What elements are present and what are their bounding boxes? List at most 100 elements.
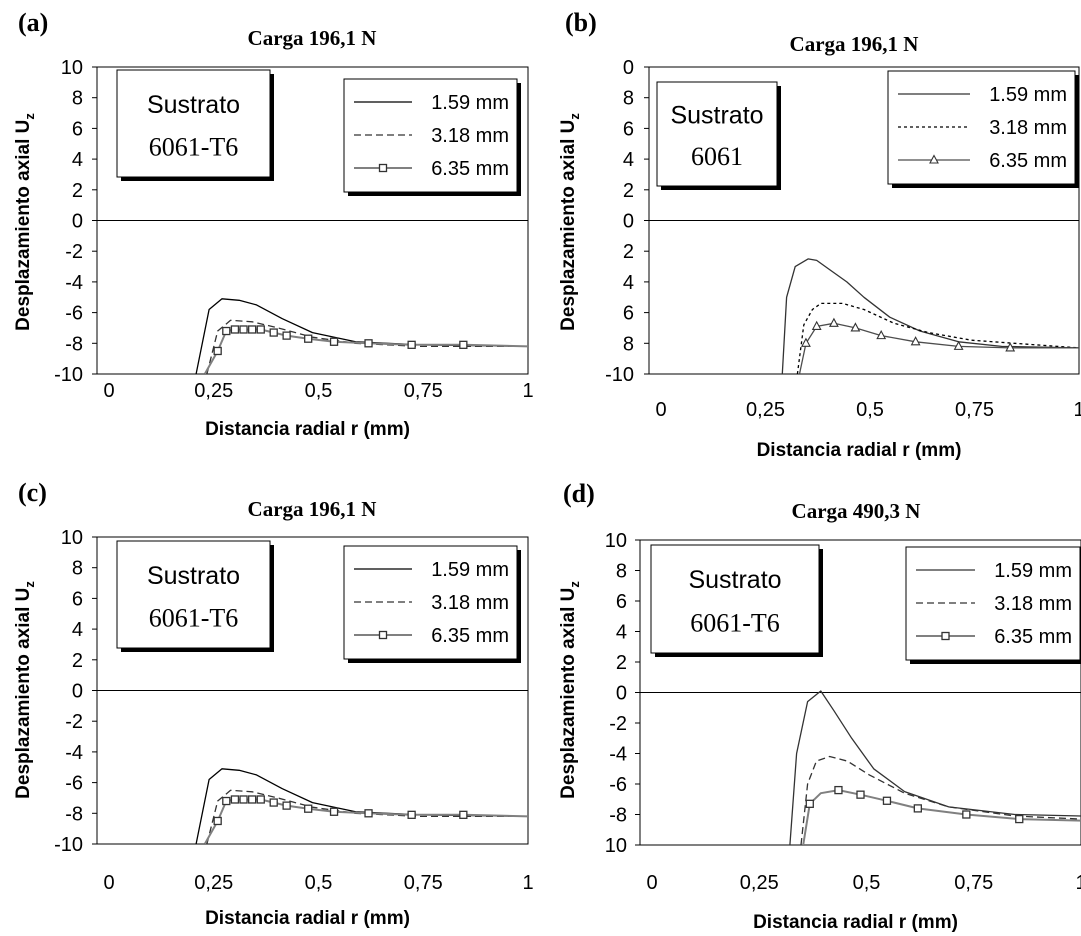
series-line-1 [206,789,528,844]
data-point-marker [407,810,416,819]
panel-label: (a) [18,8,48,37]
y-tick-label: 8 [72,558,83,580]
series-line-0 [789,690,1081,845]
x-tick-label: 0,75 [955,399,994,421]
y-tick-label: 6 [616,591,627,613]
x-tick-label: 0,5 [305,380,333,402]
panel-label: (d) [563,479,595,508]
chart-title: Carga 196,1 N [248,497,377,521]
y-tick-label: -6 [609,774,627,796]
data-point-marker [239,795,248,804]
legend [343,545,518,660]
x-tick-label: 0,25 [194,380,233,402]
y-tick-label: 8 [72,88,83,110]
data-point-marker [876,329,887,340]
annotation-box [650,544,820,654]
y-tick-label: -2 [65,241,83,263]
legend-label-2: 6.35 mm [431,625,509,647]
y-tick-label: 4 [623,272,634,294]
x-tick-label: 0,75 [404,380,443,402]
data-point-marker [230,795,240,804]
data-point-marker [256,795,265,804]
x-tick-label: 0,5 [305,872,333,894]
data-point-marker [811,320,822,330]
y-tick-label: 0 [72,681,83,703]
data-point-marker [329,807,339,816]
y-tick-label: -2 [609,713,627,735]
data-point-marker [222,326,231,336]
legend-marker [929,154,939,164]
y-axis-label: Desplazamiento axial Uz [13,113,37,331]
x-axis-label: Distancia radial r (mm) [205,908,410,929]
legend [905,546,1081,661]
data-point-marker [913,804,922,813]
data-point-marker [269,798,278,807]
legend-label-1: 3.18 mm [431,125,509,147]
chart-title: Carga 490,3 N [792,499,921,523]
y-tick-label: -4 [65,272,83,294]
y-axis-label: Desplazamiento axial Uz [558,113,582,331]
y-tick-label: -10 [54,364,83,386]
x-tick-label: 1 [1073,399,1081,421]
data-point-marker [230,325,240,334]
legend-marker [378,163,388,173]
y-tick-label: 2 [623,241,634,263]
x-tick-label: 0,25 [746,399,785,421]
annotation-line2: 6061-T6 [149,604,239,633]
legend-label-0: 1.59 mm [431,92,509,114]
legend-label-1: 3.18 mm [994,593,1072,615]
y-tick-label: -8 [65,333,83,355]
chart-title: Carga 196,1 N [790,32,919,56]
x-axis-label: Distancia radial r (mm) [757,440,962,461]
y-tick-label: 6 [623,303,634,325]
data-point-marker [962,810,971,819]
x-tick-label: 1 [1075,872,1081,894]
y-tick-label: 10 [61,527,83,549]
y-tick-label: -8 [65,803,83,825]
data-point-marker [248,325,257,334]
x-tick-label: 0,5 [856,399,884,421]
data-point-marker [329,337,339,346]
data-point-marker [269,328,278,337]
x-tick-label: 0,75 [404,872,443,894]
data-point-marker [364,809,373,818]
y-tick-label: -6 [65,773,83,795]
annotation-line1: Sustrato [147,91,240,119]
legend [887,70,1076,185]
series-line-1 [206,319,528,374]
data-point-marker [256,325,265,334]
y-tick-label: 10 [605,530,627,552]
panel-label: (c) [18,478,47,507]
y-tick-label: 6 [623,118,634,140]
series-line-1 [796,302,1079,374]
data-point-marker [282,331,291,340]
data-point-marker [882,796,892,805]
x-tick-label: 0,5 [853,872,881,894]
y-tick-label: 10 [61,57,83,79]
data-point-marker [828,317,839,327]
y-tick-label: 8 [623,333,634,355]
series-line-2 [798,322,1079,374]
y-tick-label: -4 [609,744,627,766]
data-point-marker [459,810,468,819]
y-tick-label: 0 [616,683,627,705]
data-point-marker [850,322,861,332]
annotation-box [116,540,271,649]
chart-panel-b: (b) Carga 196,1 N 0 8 6 4 2 0 2 4 6 8 -10 0 0,25 0,5 0,7… [558,8,1081,461]
y-tick-label: 4 [616,622,627,644]
y-tick-label: 4 [72,149,83,171]
legend-label-0: 1.59 mm [431,559,509,581]
series-group [195,768,528,844]
x-tick-label: 0,25 [740,872,779,894]
annotation-line2: 6061 [691,142,743,171]
data-point-marker [364,339,373,348]
series-line-2 [802,789,1081,845]
series-group [781,258,1079,374]
data-point-marker [953,340,964,350]
y-tick-label: 2 [616,652,627,674]
chart-panel-c: (c) Carga 196,1 N 10 8 6 4 2 0 -2 -4 -6 -8 -10 0 0,25 0… [13,478,534,929]
data-point-marker [407,340,416,349]
x-tick-label: 1 [522,872,533,894]
annotation-box [656,81,778,187]
x-tick-label: 0,25 [194,872,233,894]
